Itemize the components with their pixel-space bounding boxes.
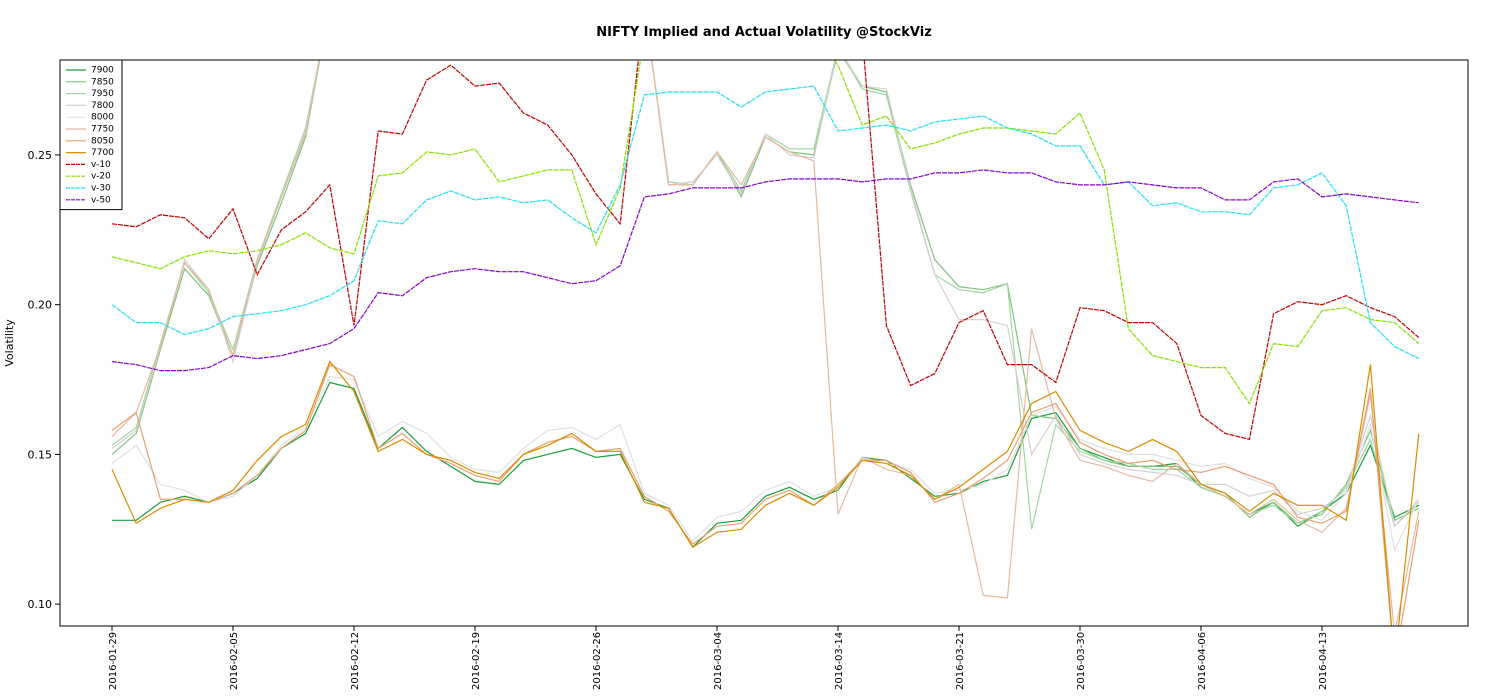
x-tick-label: 2016-03-14 (834, 632, 845, 690)
y-tick-label: 0.20 (28, 299, 53, 312)
chart-title: NIFTY Implied and Actual Volatility @Sto… (596, 25, 932, 40)
legend-label: 8050 (91, 136, 114, 146)
y-tick-label: 0.10 (28, 598, 53, 611)
legend-label: 7700 (91, 148, 114, 158)
y-tick-label: 0.25 (28, 149, 53, 162)
series-line (111, 60, 1420, 405)
legend-label: 7750 (91, 125, 114, 135)
x-tick-label: 2016-03-21 (955, 632, 966, 690)
series-line (111, 375, 1420, 553)
x-tick-label: 2016-02-05 (229, 632, 240, 690)
plot-lines (111, 60, 1420, 626)
y-axis-label: Volatility (3, 319, 16, 367)
legend-label: 7800 (91, 101, 114, 111)
legend-label: v-50 (91, 195, 111, 205)
y-tick-label: 0.15 (28, 448, 53, 461)
x-tick-label: 2016-02-19 (471, 632, 482, 690)
legend-label: 7850 (91, 77, 114, 87)
legend-label: v-30 (91, 184, 111, 194)
x-tick-label: 2016-02-26 (592, 632, 603, 690)
x-tick-label: 2016-02-12 (350, 632, 361, 690)
legend-label: v-20 (91, 172, 111, 182)
legend-label: 7900 (91, 66, 114, 76)
legend-label: v-10 (91, 160, 111, 170)
x-tick-label: 2016-03-30 (1076, 632, 1087, 690)
series-line (111, 85, 1420, 360)
legend-label: 7950 (91, 89, 114, 99)
x-tick-label: 2016-01-29 (108, 632, 119, 690)
series-line (111, 60, 1420, 441)
x-tick-label: 2016-03-04 (713, 632, 724, 690)
series-line (111, 360, 1420, 626)
series-line (111, 363, 1420, 626)
legend-box (59, 59, 123, 211)
series-line (111, 169, 1419, 372)
legend-label: 8000 (91, 113, 114, 123)
plot-frame (59, 59, 1469, 627)
x-tick-label: 2016-04-13 (1318, 632, 1329, 690)
x-tick-label: 2016-04-06 (1197, 632, 1208, 690)
